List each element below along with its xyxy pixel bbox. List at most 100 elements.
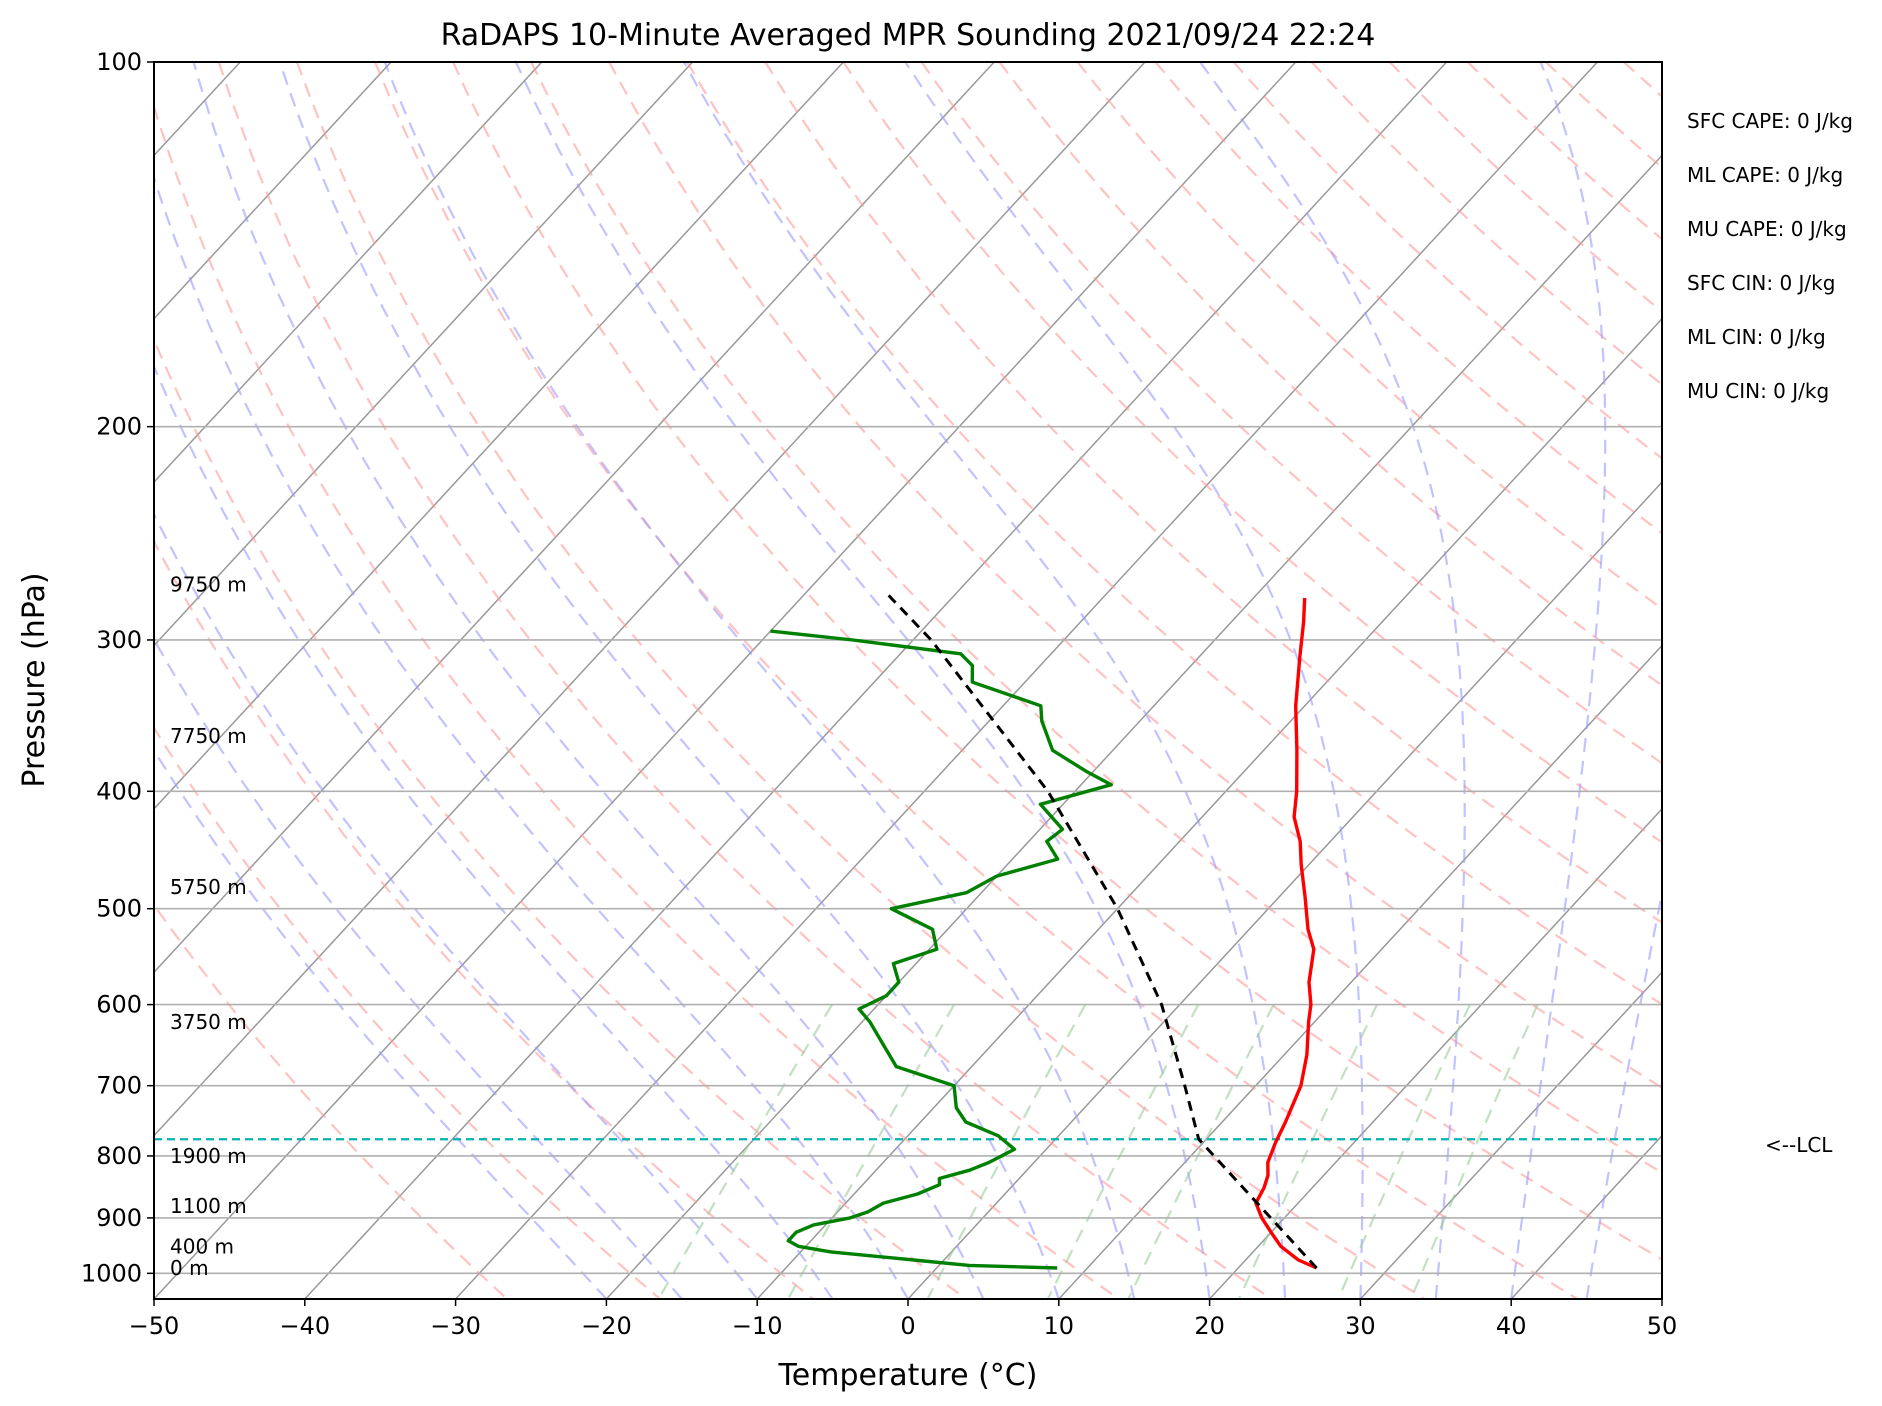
dry-adiabat-line xyxy=(920,62,1662,765)
mixing-ratio-line xyxy=(1237,1004,1378,1299)
y-tick-label: 200 xyxy=(96,413,142,441)
x-tick-label: 10 xyxy=(1044,1312,1075,1340)
dry-adiabat-line xyxy=(530,62,1662,1175)
moist-adiabat-line xyxy=(514,62,1211,1299)
height-label: 7750 m xyxy=(170,724,247,748)
lcl-layer: <--LCL xyxy=(154,1133,1833,1157)
isotherm-line xyxy=(1209,807,1662,1299)
moist-adiabat-line xyxy=(154,174,909,1299)
height-label: 1100 m xyxy=(170,1194,247,1218)
moist-adiabat-line xyxy=(154,637,683,1299)
mixing-ratio-line xyxy=(1046,1004,1200,1299)
background-lines xyxy=(154,62,1882,1299)
isotherm-line xyxy=(1359,971,1662,1299)
moist-adiabat-line xyxy=(383,62,1136,1299)
moist-adiabat-line xyxy=(192,62,985,1299)
moist-adiabat-line xyxy=(683,62,1287,1299)
mixing-ratio-line xyxy=(1409,1004,1539,1299)
chart-title: RaDAPS 10-Minute Averaged MPR Sounding 2… xyxy=(441,18,1376,53)
height-label: 0 m xyxy=(170,1256,209,1280)
isotherm-line xyxy=(756,317,1662,1299)
y-tick-label: 300 xyxy=(96,626,142,654)
dry-adiabat-line xyxy=(452,62,1662,1261)
y-tick-label: 400 xyxy=(96,777,142,805)
x-tick-label: −40 xyxy=(279,1312,330,1340)
sounding-series xyxy=(770,593,1318,1270)
isotherm-line xyxy=(154,62,543,484)
y-tick-label: 900 xyxy=(96,1204,142,1232)
height-label: 5750 m xyxy=(170,875,247,899)
dry-adiabat-line xyxy=(608,62,1662,1089)
dry-adiabat-line xyxy=(1154,62,1662,535)
moist-adiabat-line xyxy=(278,62,1060,1299)
stability-indices: SFC CAPE: 0 J/kg ML CAPE: 0 J/kg MU CAPE: … xyxy=(1687,109,1853,403)
y-axis-ticks: 100 200 300 400 500 600 700 800 900 1000 xyxy=(81,48,154,1287)
isotherm-line xyxy=(1813,62,1882,1299)
dry-adiabat-line xyxy=(1466,62,1662,241)
mixing-ratio-line xyxy=(926,1004,1087,1299)
height-label: 9750 m xyxy=(170,573,247,597)
dry-adiabat-line xyxy=(154,337,967,1299)
dry-adiabat-line xyxy=(154,103,1120,1299)
y-tick-label: 100 xyxy=(96,48,142,76)
dry-adiabat-line xyxy=(217,62,1273,1299)
parcel-profile xyxy=(886,593,1318,1270)
isotherm-line xyxy=(304,62,1448,1299)
isotherm-line xyxy=(605,154,1662,1299)
y-tick-label: 800 xyxy=(96,1142,142,1170)
x-tick-label: −30 xyxy=(430,1312,481,1340)
x-tick-label: 30 xyxy=(1345,1312,1376,1340)
pressure-grid xyxy=(154,61,1662,1275)
dry-adiabat-line xyxy=(295,62,1426,1299)
dry-adiabat-line xyxy=(1310,62,1662,386)
x-tick-label: −50 xyxy=(129,1312,180,1340)
height-label: 3750 m xyxy=(170,1010,247,1034)
isotherm-line xyxy=(1058,644,1662,1299)
isotherm-line xyxy=(154,62,844,810)
stability-index: SFC CAPE: 0 J/kg xyxy=(1687,109,1853,133)
x-tick-label: 0 xyxy=(900,1312,915,1340)
moist-adiabat-line xyxy=(1199,62,1466,1299)
lcl-label: <--LCL xyxy=(1765,1133,1833,1157)
isotherm-line xyxy=(154,62,1146,1137)
isotherm-line xyxy=(1510,1134,1662,1299)
isotherm-line xyxy=(154,62,392,320)
x-tick-label: 40 xyxy=(1496,1312,1527,1340)
moist-adiabat-line xyxy=(154,748,608,1299)
dry-adiabat-line xyxy=(1388,62,1662,313)
height-label: 400 m xyxy=(170,1234,234,1258)
isotherm-line xyxy=(455,62,1598,1299)
moist-adiabat-line xyxy=(154,512,759,1299)
y-tick-label: 1000 xyxy=(81,1259,142,1287)
isotherm-line xyxy=(154,62,995,974)
moist-adiabat-line xyxy=(1585,887,1662,1299)
mixing-ratio-line xyxy=(1337,1004,1471,1299)
x-tick-label: −20 xyxy=(581,1312,632,1340)
dry-adiabat-line xyxy=(764,62,1662,924)
x-tick-label: 50 xyxy=(1647,1312,1678,1340)
mixing-ratio-line xyxy=(657,1004,834,1299)
y-axis-label: Pressure (hPa) xyxy=(17,572,52,787)
isotherm-line xyxy=(154,62,1297,1299)
x-tick-label: −10 xyxy=(732,1312,783,1340)
isotherm-line xyxy=(154,62,694,647)
x-axis-ticks: −50 −40 −30 −20 −10 0 10 20 30 40 50 xyxy=(129,1299,1678,1340)
temperature-profile xyxy=(1254,597,1318,1270)
x-axis-label: Temperature (°C) xyxy=(778,1358,1038,1393)
dry-adiabat-line xyxy=(998,62,1662,687)
mixing-ratio-line xyxy=(1127,1004,1275,1299)
dewpoint-profile xyxy=(770,629,1114,1270)
y-tick-label: 700 xyxy=(96,1072,142,1100)
dry-adiabat-line xyxy=(154,725,661,1299)
isotherm-line xyxy=(1661,1297,1662,1299)
x-tick-label: 20 xyxy=(1194,1312,1225,1340)
y-tick-label: 500 xyxy=(96,895,142,923)
stability-index: SFC CIN: 0 J/kg xyxy=(1687,271,1835,295)
stability-index: ML CIN: 0 J/kg xyxy=(1687,325,1826,349)
y-tick-label: 600 xyxy=(96,991,142,1019)
stability-index: ML CAPE: 0 J/kg xyxy=(1687,163,1843,187)
moist-adiabat-line xyxy=(154,363,834,1299)
dry-adiabat-line xyxy=(1232,62,1662,460)
